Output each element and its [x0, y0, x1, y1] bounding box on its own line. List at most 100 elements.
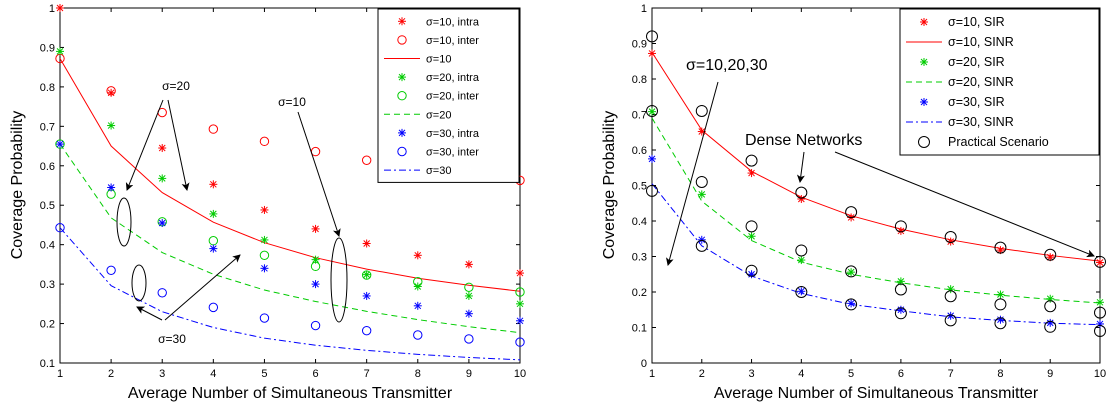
x-tick-label: 5 — [848, 368, 854, 380]
data-point — [311, 280, 320, 289]
annotation-sigma10: σ=10 — [278, 95, 306, 109]
data-point — [648, 107, 656, 116]
data-point — [106, 86, 116, 96]
legend-label: σ=20, inter — [426, 91, 479, 103]
legend-label: σ=30, SINR — [948, 115, 1014, 129]
data-point — [745, 220, 758, 233]
sigma30-ellipse — [131, 264, 147, 302]
data-point — [311, 224, 320, 233]
data-point — [745, 264, 758, 277]
data-point — [1044, 248, 1057, 261]
legend-marker — [920, 58, 928, 66]
annotation-sigma-all: σ=10,20,30 — [686, 57, 768, 74]
left-series-group — [55, 4, 525, 361]
data-point — [361, 155, 372, 165]
data-point — [646, 104, 658, 117]
legend-label: σ=10, SINR — [948, 35, 1014, 49]
data-point — [1044, 320, 1057, 333]
sigma10-ellipse — [330, 237, 348, 323]
legend-entry: σ=30, SINR — [906, 115, 1014, 129]
data-point — [845, 206, 858, 219]
data-point — [310, 320, 321, 331]
legend-entry: σ=10 — [384, 54, 451, 66]
data-point — [695, 175, 708, 188]
x-tick-label: 6 — [312, 368, 318, 380]
dense-arrow-2 — [834, 151, 1095, 258]
legend-label: σ=10, SIR — [948, 15, 1005, 29]
left-ylabel: Coverage Probability — [9, 111, 26, 260]
legend-label: Practical Scenario — [948, 135, 1049, 149]
legend-entry: σ=30, inter — [397, 147, 479, 159]
data-point — [260, 264, 269, 273]
data-point — [55, 223, 65, 233]
series-2 — [59, 58, 521, 292]
x-tick-label: 4 — [798, 368, 804, 380]
data-point — [697, 235, 706, 244]
series-line — [59, 58, 521, 292]
data-point — [944, 314, 957, 327]
legend-entry: σ=20 — [384, 109, 451, 121]
series-line — [651, 52, 1101, 262]
data-point — [944, 230, 957, 243]
legend-label: σ=10, intra — [426, 16, 480, 28]
y-tick-label: 0.7 — [632, 110, 647, 122]
y-tick-label: 0.3 — [632, 252, 647, 264]
legend-label: σ=30, intra — [426, 128, 480, 140]
data-point — [260, 205, 269, 214]
data-point — [1094, 325, 1106, 338]
legend-label: σ=10, inter — [426, 35, 479, 47]
data-point — [847, 268, 856, 277]
left-axis-ticks: 1 2 3 4 5 6 7 8 9 10 0.1 0.2 0.3 0.4 0.5 0.6 0.7 0.8 0.9 1 — [40, 3, 526, 380]
y-tick-label: 0.5 — [632, 181, 647, 193]
sigma20-arrow-1 — [125, 99, 164, 191]
x-tick-label: 2 — [108, 368, 114, 380]
legend-entry: σ=10, inter — [397, 35, 479, 47]
y-tick-label: 0.3 — [40, 279, 55, 291]
data-point — [209, 209, 218, 218]
data-point — [797, 256, 806, 265]
data-point — [158, 144, 167, 153]
sigma10-arrow — [297, 111, 341, 237]
data-point — [464, 260, 473, 269]
data-point — [56, 140, 64, 149]
series-line — [651, 183, 1101, 326]
y-tick-label: 0.2 — [40, 319, 55, 331]
legend-box — [377, 8, 520, 183]
y-tick-label: 1 — [641, 3, 647, 15]
legend-label: σ=30, inter — [426, 147, 479, 159]
legend-entry: σ=20, SIR — [920, 55, 1005, 69]
series-7 — [55, 223, 525, 347]
data-point — [896, 305, 905, 314]
legend-marker — [920, 98, 928, 106]
data-point — [1094, 255, 1106, 268]
legend-entry: σ=30 — [384, 165, 451, 177]
data-point — [56, 47, 64, 56]
data-point — [310, 261, 321, 272]
y-tick-label: 0.6 — [40, 161, 55, 173]
y-tick-label: 0.8 — [40, 82, 55, 94]
legend-marker — [397, 91, 407, 101]
data-point — [464, 334, 474, 344]
y-tick-label: 0.2 — [632, 287, 647, 299]
y-tick-label: 0.9 — [632, 39, 647, 51]
series-line — [651, 117, 1101, 304]
x-tick-label: 7 — [948, 368, 954, 380]
sigma30-arrow-1 — [136, 306, 163, 321]
data-point — [894, 283, 907, 296]
data-point — [464, 282, 474, 292]
x-tick-label: 3 — [748, 368, 754, 380]
left-chart: 1 2 3 4 5 6 7 8 9 10 0.1 0.2 0.3 0.4 0.5 0.6 0.7 0.8 0.91 … — [9, 3, 526, 402]
x-tick-label: 7 — [364, 368, 370, 380]
data-point — [209, 180, 218, 189]
data-point — [994, 317, 1007, 330]
data-point — [648, 154, 656, 163]
data-point — [413, 282, 422, 291]
legend-label: σ=20, intra — [426, 72, 480, 84]
x-tick-label: 1 — [649, 368, 655, 380]
legend-marker — [918, 136, 930, 148]
series-3 — [651, 117, 1101, 304]
data-point — [847, 299, 856, 308]
data-point — [362, 239, 371, 248]
legend-label: σ=10 — [426, 54, 451, 66]
